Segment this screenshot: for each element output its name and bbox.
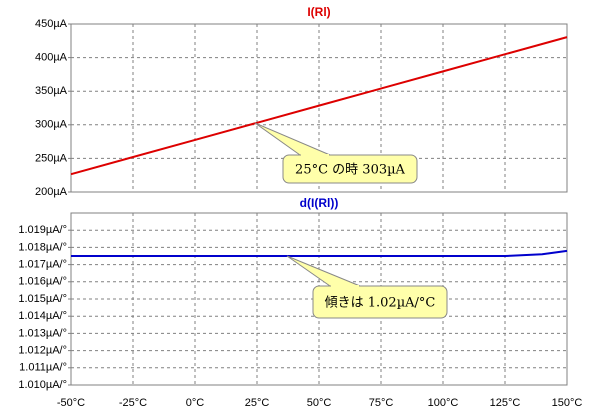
panel-title: I(Rl) [307, 5, 330, 19]
y-tick-label: 350µA [35, 85, 68, 97]
y-tick-label: 400µA [35, 52, 68, 64]
x-tick-label: -25°C [119, 397, 147, 409]
callout-box [312, 285, 448, 319]
x-tick-label: 25°C [245, 397, 270, 409]
y-tick-label: 1.011µA/° [19, 362, 67, 374]
line-series [71, 249, 568, 257]
panel-title: d(I(Rl)) [300, 196, 339, 210]
y-tick-label: 300µA [35, 119, 68, 131]
y-tick-label: 1.016µA/° [18, 276, 67, 288]
y-tick-label: 250µA [35, 152, 68, 164]
callout-text: 傾きは 1.02µA/°C [325, 296, 436, 311]
line-series [70, 36, 568, 176]
y-tick-label: 1.013µA/° [18, 327, 67, 339]
callout-pointer [286, 255, 361, 287]
x-tick-label: 100°C [428, 397, 459, 409]
x-tick-label: 50°C [307, 397, 332, 409]
y-tick-label: 1.019µA/° [18, 224, 67, 236]
x-tick-label: 150°C [552, 397, 583, 409]
x-tick-label: 0°C [186, 397, 205, 409]
y-tick-label: 1.014µA/° [18, 310, 67, 322]
y-tick-label: 1.012µA/° [18, 345, 67, 357]
callout-text: 25°C の時 303µA [295, 163, 406, 178]
x-tick-label: -50°C [57, 397, 85, 409]
y-tick-label: 1.010µA/° [18, 379, 67, 391]
callout-box [282, 154, 418, 184]
y-tick-label: 200µA [35, 186, 68, 198]
y-tick-label: 1.015µA/° [18, 293, 67, 305]
x-tick-label: 75°C [369, 397, 394, 409]
y-tick-label: 1.017µA/° [18, 259, 67, 271]
y-tick-label: 450µA [35, 18, 68, 30]
y-tick-label: 1.018µA/° [18, 241, 67, 253]
x-tick-label: 125°C [490, 397, 521, 409]
